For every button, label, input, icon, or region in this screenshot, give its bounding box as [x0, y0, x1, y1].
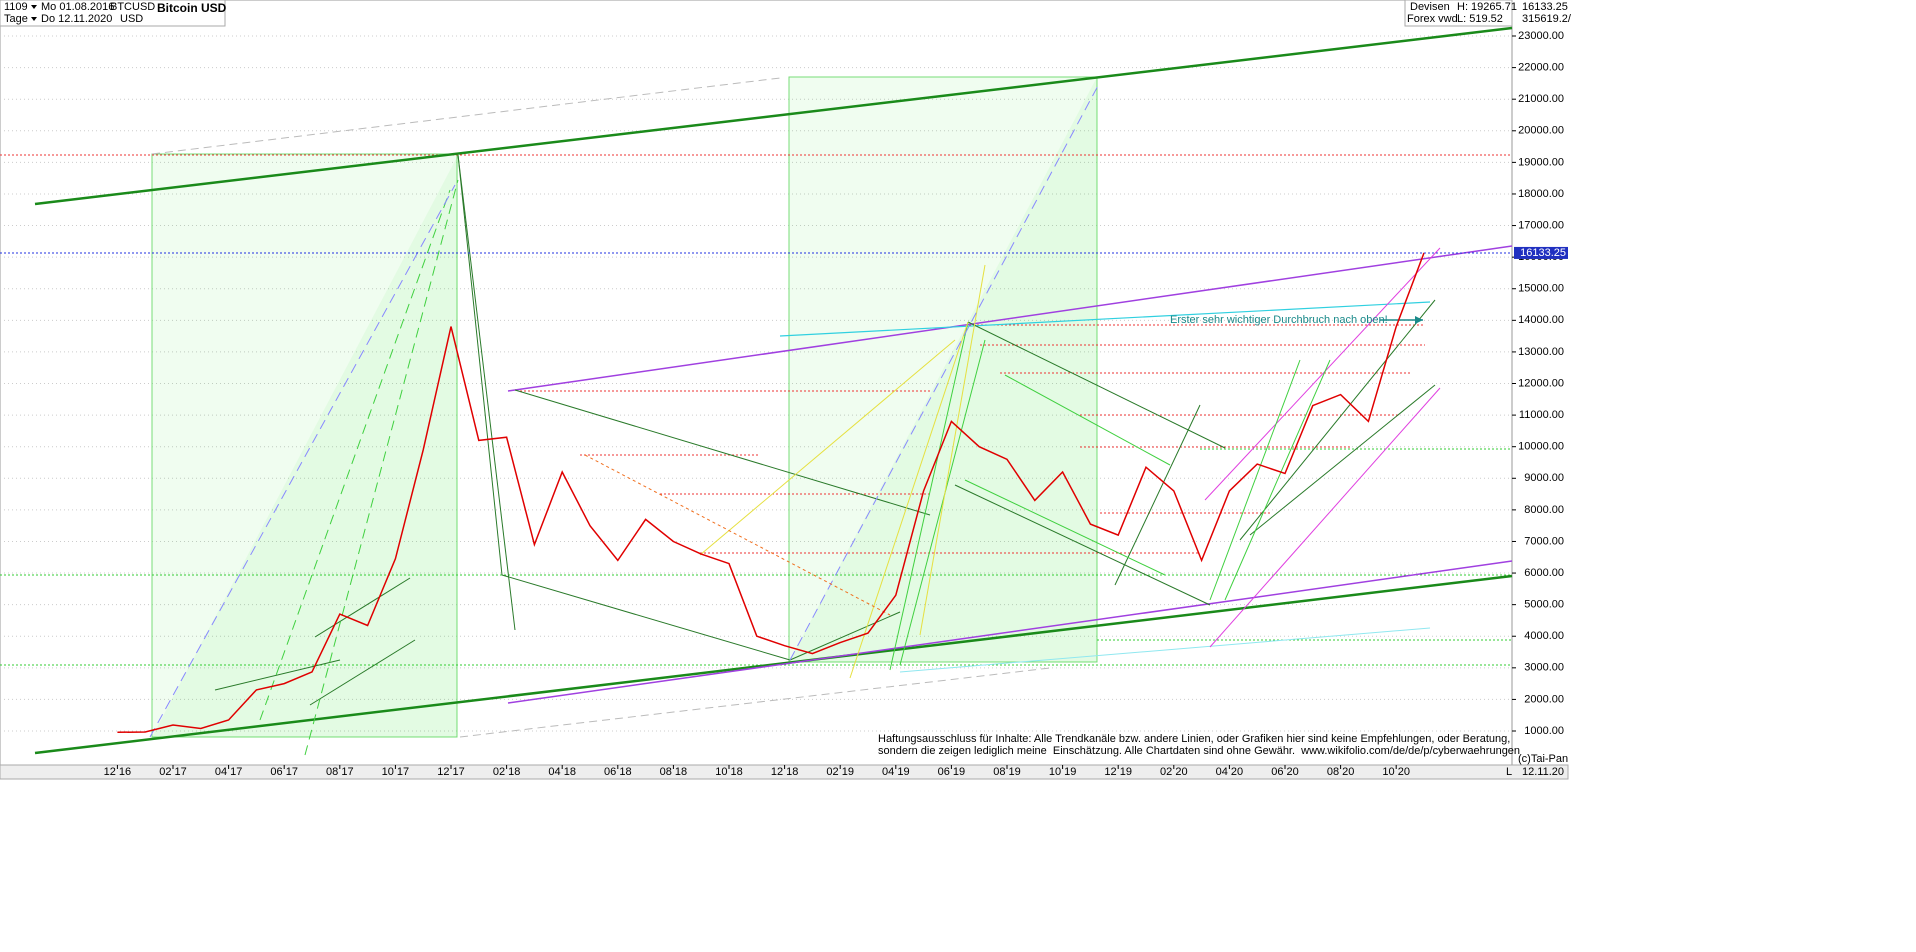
- header: 1109 Tage Mo 01.08.2016 Do 12.11.2020 BT…: [0, 0, 1572, 27]
- annotation: Erster sehr wichtiger Durchbruch nach ob…: [1170, 314, 1388, 326]
- y-tick-label: 20000.00: [1518, 125, 1564, 137]
- y-tick-label: 22000.00: [1518, 62, 1564, 74]
- x-tick-label: 08 19: [993, 766, 1021, 778]
- x-tick-label: 08 20: [1327, 766, 1355, 778]
- x-tick-label: 04 17: [215, 766, 243, 778]
- end-date: Do 12.11.2020: [41, 13, 112, 25]
- x-tick-label: 10 19: [1049, 766, 1077, 778]
- y-tick-label: 8000.00: [1524, 504, 1564, 516]
- last-price-box: [1514, 246, 1568, 259]
- date: 12.11.20: [1522, 766, 1564, 778]
- x-tick-label: 02 18: [493, 766, 521, 778]
- x-tick-label: 04 18: [548, 766, 576, 778]
- x-tick-label: 12 17: [437, 766, 465, 778]
- x-tick-label: 10 18: [715, 766, 743, 778]
- volume: 315619.2/: [1522, 13, 1572, 25]
- y-tick-label: 10000.00: [1518, 441, 1564, 453]
- currency: USD: [120, 13, 143, 25]
- y-tick-label: 11000.00: [1519, 409, 1564, 421]
- y-tick-label: 6000.00: [1524, 567, 1564, 579]
- y-tick-label: 15000.00: [1518, 283, 1564, 295]
- x-tick-label: 04 19: [882, 766, 910, 778]
- y-tick-label: 18000.00: [1518, 188, 1564, 200]
- copyright: (c)Tai-Pan: [1518, 753, 1568, 765]
- y-tick-label: 9000.00: [1524, 472, 1564, 484]
- x-tick-label: 06 18: [604, 766, 632, 778]
- y-tick-label: 21000.00: [1518, 93, 1564, 105]
- chart-title: Bitcoin USD: [157, 1, 227, 15]
- last: 16133.25: [1522, 1, 1568, 13]
- y-tick-label: 14000.00: [1518, 314, 1564, 326]
- disclaimer-line: sondern die zeigen lediglich meine Einsc…: [878, 745, 1520, 757]
- y-tick-label: 12000.00: [1518, 377, 1564, 389]
- y-tick-label: 7000.00: [1524, 535, 1564, 547]
- y-tick-label: 4000.00: [1524, 630, 1564, 642]
- x-tick-label: 06 19: [938, 766, 966, 778]
- x-tick-label: 12 16: [104, 766, 132, 778]
- low: L: 519.52: [1457, 13, 1503, 25]
- y-tick-label: 5000.00: [1524, 599, 1564, 611]
- period-unit[interactable]: Tage: [4, 13, 28, 25]
- x-tick-label: 12 18: [771, 766, 799, 778]
- price-line: [117, 252, 1425, 734]
- plot-frame: [0, 0, 1513, 766]
- y-tick-label: 3000.00: [1524, 662, 1564, 674]
- scale-mode[interactable]: L: [1506, 766, 1512, 778]
- high: H: 19265.71: [1457, 1, 1517, 13]
- x-tick-label: 02 17: [159, 766, 187, 778]
- x-tick-label: 02 20: [1160, 766, 1188, 778]
- x-tick-label: 06 17: [270, 766, 298, 778]
- x-tick-label: 10 20: [1382, 766, 1410, 778]
- y-tick-label: 1000.00: [1524, 725, 1564, 737]
- y-tick-label: 17000.00: [1518, 219, 1564, 231]
- x-tick-label: 04 20: [1216, 766, 1244, 778]
- x-tick-label: 08 17: [326, 766, 354, 778]
- source: Forex vwd: [1407, 13, 1458, 25]
- x-tick-label: 10 17: [382, 766, 410, 778]
- symbol: BTCUSD: [110, 1, 155, 13]
- y-tick-label: 2000.00: [1524, 693, 1564, 705]
- y-tick-label: 13000.00: [1518, 346, 1564, 358]
- x-tick-label: 06 20: [1271, 766, 1299, 778]
- start-date: Mo 01.08.2016: [41, 1, 114, 13]
- disclaimer-line: Haftungsausschluss für Inhalte: Alle Tre…: [878, 733, 1510, 745]
- x-axis-bar: [0, 764, 1569, 780]
- y-tick-label: 19000.00: [1518, 156, 1564, 168]
- last-price-label: 16133.25: [1520, 247, 1566, 259]
- x-tick-label: 02 19: [826, 766, 854, 778]
- exchange: Devisen: [1410, 1, 1450, 13]
- period-count[interactable]: 1109: [4, 1, 28, 13]
- y-tick-label: 23000.00: [1518, 30, 1564, 42]
- x-tick-label: 12 19: [1104, 766, 1132, 778]
- x-tick-label: 08 18: [660, 766, 688, 778]
